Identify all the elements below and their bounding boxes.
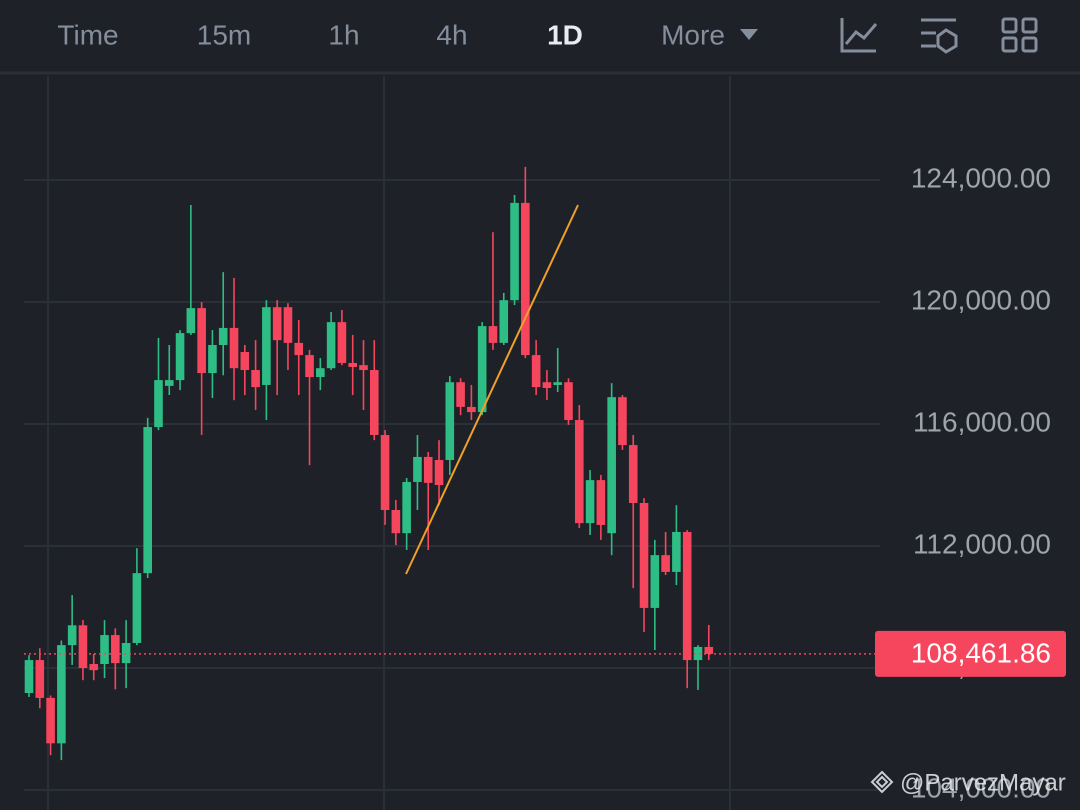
candle-body	[434, 459, 444, 486]
candle-body	[477, 326, 487, 413]
candle-body	[57, 645, 66, 744]
candle-body	[283, 307, 293, 343]
candle-body	[229, 327, 239, 369]
tab[interactable]: 15m	[197, 19, 251, 50]
dropdown-arrow	[740, 29, 758, 40]
tab[interactable]: Time	[57, 19, 118, 50]
candle-body	[175, 333, 185, 381]
candle-body	[488, 326, 498, 343]
candle-body	[316, 368, 325, 378]
candle-body	[639, 502, 649, 608]
candle-body	[369, 370, 379, 435]
watermark: @ParvezMayar	[870, 769, 1066, 796]
candle-body	[607, 397, 616, 534]
candle-body	[143, 427, 152, 574]
y-tick-label: 124,000.00	[911, 162, 1051, 193]
layout-icon	[1021, 36, 1038, 53]
candle-body	[628, 445, 638, 503]
candle-body	[78, 625, 88, 668]
candle-body	[294, 342, 304, 356]
last-price-box	[875, 630, 1066, 677]
layout-icon	[1001, 36, 1018, 53]
candle-body	[650, 555, 660, 608]
candle-body	[326, 322, 336, 369]
candle-body	[445, 382, 455, 460]
candle-body	[67, 625, 77, 646]
candle-body	[35, 660, 45, 698]
candle-body	[89, 664, 99, 671]
candle-body	[413, 456, 422, 482]
candle-body	[596, 480, 606, 525]
candle-body	[521, 202, 530, 356]
candle-body	[693, 646, 703, 661]
watermark-text: @ParvezMayar	[900, 769, 1066, 796]
candle-body	[121, 642, 131, 664]
candle-body	[218, 327, 228, 346]
y-tick-label: 112,000.00	[913, 528, 1051, 559]
candle-body	[672, 531, 681, 572]
settings-icon[interactable]	[921, 18, 958, 54]
candle-body	[348, 363, 357, 367]
candle-body	[380, 434, 390, 511]
candle-body	[499, 300, 509, 343]
candle-body	[262, 307, 271, 385]
candle-body	[682, 531, 692, 661]
header	[0, 0, 1080, 72]
y-tick-label: 104,000.00	[911, 772, 1051, 803]
candle-body	[186, 308, 196, 334]
candle-body	[164, 380, 174, 386]
tab-bar: Time 15m 1h 4h 1D More	[57, 19, 758, 50]
candle-body	[574, 420, 584, 524]
layout-icon	[1021, 17, 1038, 34]
candle-body	[467, 406, 476, 413]
candle-body	[251, 370, 260, 388]
layout-icon[interactable]	[1001, 17, 1018, 34]
candle-body	[154, 380, 163, 428]
price-tag: 108,461.86	[24, 630, 1066, 677]
tab-more[interactable]: More	[661, 19, 725, 50]
candle-body	[272, 307, 282, 341]
tab[interactable]: 1h	[328, 19, 359, 50]
candle-body	[337, 322, 347, 364]
candle-body	[391, 510, 401, 534]
toolbar-icons	[840, 17, 1038, 54]
trend-line	[405, 204, 579, 575]
last-price-label: 108,461.86	[911, 637, 1051, 668]
grid	[24, 179, 880, 791]
candle-body	[24, 660, 34, 694]
tab-active[interactable]: 1D	[547, 19, 583, 50]
candle-body	[402, 481, 411, 534]
candle-body	[553, 382, 563, 385]
candle-body	[132, 573, 142, 643]
y-tick-label: 116,000.00	[913, 406, 1051, 437]
candle-body	[208, 345, 217, 374]
watermark-icon	[870, 770, 894, 794]
candle-body	[197, 308, 206, 374]
candle-body	[305, 355, 314, 378]
tab[interactable]: 4h	[436, 19, 467, 50]
candle-body	[531, 355, 541, 388]
candles	[24, 166, 714, 761]
candle-body	[456, 382, 465, 407]
candle-body	[704, 646, 714, 654]
candle-body	[423, 456, 433, 483]
candle-body	[359, 365, 368, 371]
candle-body	[618, 397, 627, 446]
candle-body	[111, 635, 120, 664]
candle-body	[510, 202, 519, 301]
candle-body	[585, 480, 595, 524]
indicator-icon[interactable]	[840, 18, 878, 53]
candle-body	[564, 382, 573, 421]
candle-body	[661, 555, 670, 572]
candle-body	[240, 352, 250, 371]
candle-body	[542, 382, 552, 389]
y-axis: 104,000.00108,000.00112,000.00116,000.00…	[911, 162, 1051, 803]
y-tick-label: 120,000.00	[911, 284, 1051, 315]
candle-body	[46, 697, 55, 744]
candle-body	[100, 635, 109, 665]
